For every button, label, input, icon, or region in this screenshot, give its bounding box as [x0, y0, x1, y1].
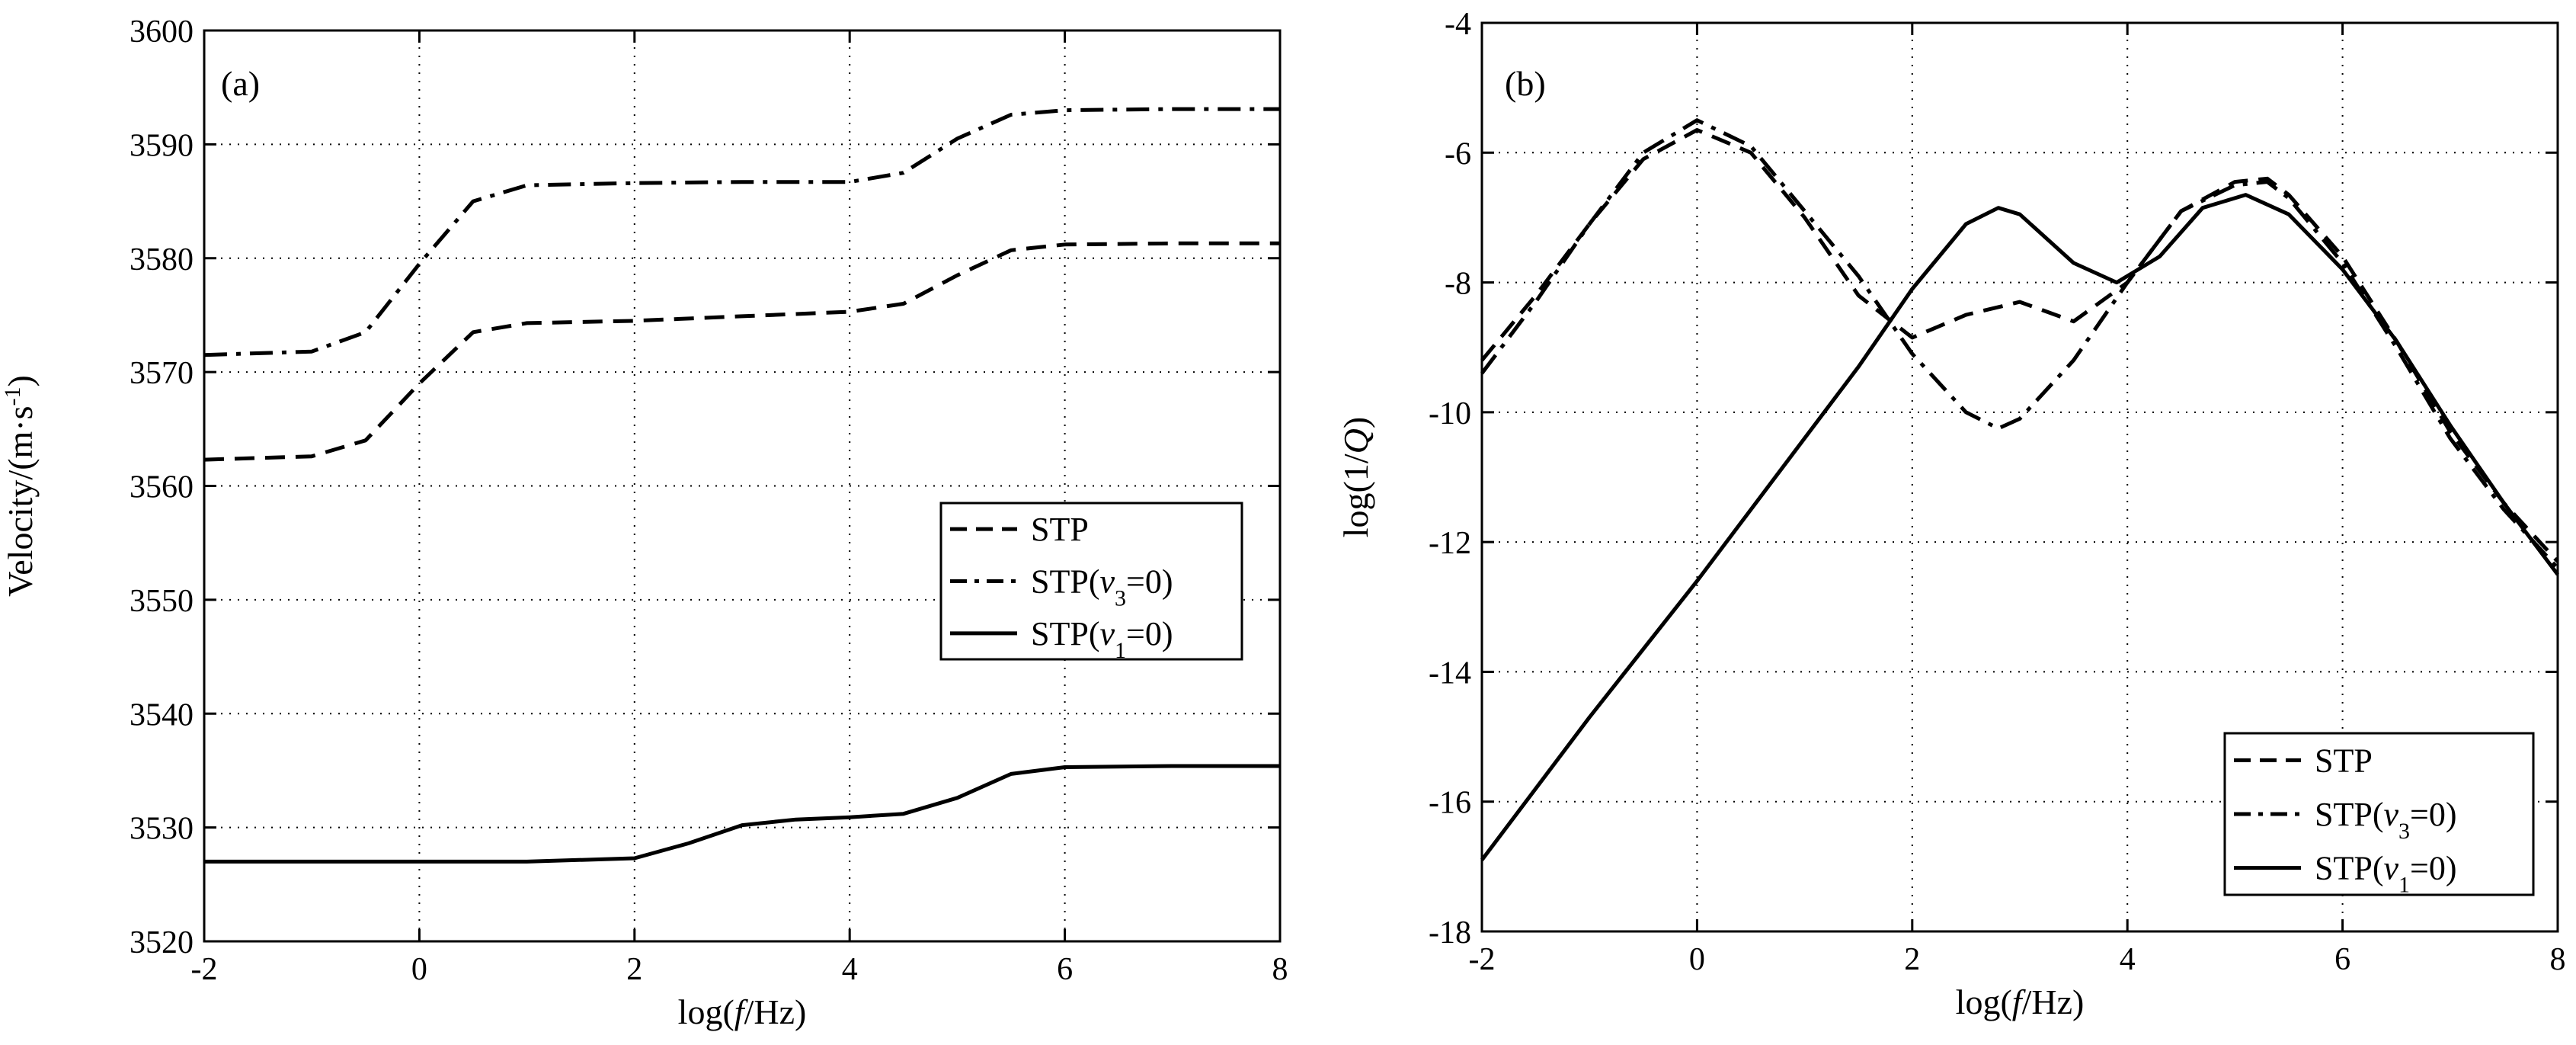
- legend-label: STP: [2315, 742, 2373, 779]
- legend-label: STP(v1=0): [1031, 615, 1173, 663]
- panel-label: (a): [221, 64, 260, 103]
- label-part: /Hz): [2022, 982, 2085, 1021]
- x-tick-label: 8: [2550, 942, 2566, 977]
- label-part: ): [1336, 417, 1375, 428]
- y-axis-label: log(1/Q): [1336, 417, 1375, 537]
- legend-label: STP: [1031, 511, 1089, 548]
- axes-frame: [1480, 21, 2559, 933]
- label-part: STP: [2315, 742, 2373, 779]
- label-part: STP(: [1031, 615, 1099, 652]
- y-tick-label: -6: [1445, 136, 1471, 171]
- label-part: log(1/: [1336, 454, 1375, 537]
- y-axis-label: Velocity/(m·s-1): [0, 375, 40, 597]
- label-part: Velocity/(m·s: [1, 405, 40, 596]
- label-part: ): [1, 375, 40, 386]
- label-part: 3: [1115, 585, 1126, 611]
- y-tick-label: -8: [1445, 267, 1471, 302]
- x-tick-label: 2: [1904, 942, 1920, 977]
- x-axis-label: log(f/Hz): [678, 992, 807, 1031]
- label-part: -1: [0, 386, 25, 405]
- x-tick-label: 2: [626, 952, 642, 987]
- series-line-dashed: [1480, 128, 2559, 563]
- y-tick-label: -14: [1429, 656, 1471, 691]
- legend-label: STP(v3=0): [2315, 796, 2456, 844]
- x-tick-label: 0: [411, 952, 427, 987]
- x-tick-label: 4: [2120, 942, 2136, 977]
- x-tick-label: -2: [1469, 942, 1496, 977]
- label-part: v: [2383, 850, 2398, 887]
- label-part: STP(: [2315, 850, 2383, 887]
- grid: [204, 30, 1280, 941]
- label-part: STP: [1031, 511, 1089, 548]
- y-tick-label: 3520: [130, 925, 194, 960]
- label-part: log(: [1956, 982, 2012, 1021]
- label-part: v: [1099, 563, 1115, 601]
- x-tick-label: 4: [842, 952, 858, 987]
- y-tick-label: -12: [1429, 526, 1471, 561]
- series-line-dashed: [203, 241, 1280, 462]
- label-part: 3: [2398, 819, 2410, 844]
- y-tick-label: 3580: [130, 242, 194, 277]
- label-part: Q: [1336, 428, 1375, 454]
- y-tick-label: -4: [1445, 7, 1471, 42]
- label-part: =0): [1126, 563, 1173, 601]
- y-tick-label: -18: [1429, 915, 1471, 950]
- x-tick-label: 6: [1057, 952, 1073, 987]
- y-tick-label: 3530: [130, 812, 194, 847]
- label-part: 1: [2398, 872, 2410, 897]
- x-tick-label: -2: [191, 952, 218, 987]
- y-tick-label: -16: [1429, 786, 1471, 821]
- label-part: =0): [1126, 615, 1173, 652]
- series-line-dashdot: [203, 107, 1280, 357]
- series-line-solid: [204, 764, 1280, 864]
- x-tick-label: 6: [2334, 942, 2350, 977]
- label-part: /Hz): [744, 992, 807, 1031]
- y-tick-label: 3540: [130, 697, 194, 732]
- series-line-solid: [1480, 193, 2559, 861]
- y-tick-label: -10: [1429, 396, 1471, 431]
- chart-panel-b: -2 0 2 4 6 8 -18 -16 -14 -12 -10 -8 -6 -4 (b) log(f/Hz)…: [1336, 7, 2566, 1021]
- panel-label: (b): [1505, 64, 1546, 103]
- y-tick-label: 3590: [130, 128, 194, 163]
- label-part: STP(: [1031, 563, 1099, 601]
- grid: [1482, 23, 2558, 931]
- label-part: =0): [2410, 850, 2456, 887]
- x-tick-label: 0: [1689, 942, 1705, 977]
- legend-label: STP(v1=0): [2315, 850, 2456, 898]
- y-tick-label: 3600: [130, 14, 194, 50]
- label-part: v: [2383, 796, 2398, 833]
- label-part: 1: [1115, 637, 1126, 662]
- label-part: =0): [2410, 796, 2456, 833]
- label-part: v: [1099, 615, 1115, 652]
- y-tick-label: 3550: [130, 584, 194, 619]
- y-tick-label: 3570: [130, 356, 194, 391]
- label-part: log(: [678, 992, 734, 1031]
- y-tick-label: 3560: [130, 470, 194, 505]
- x-axis-label: log(f/Hz): [1956, 982, 2085, 1021]
- label-part: STP(: [2315, 796, 2383, 833]
- chart-panel-a: -2 0 2 4 6 8 3520 3530 3540 3550 3560 3570 3580 3590 3…: [0, 14, 1288, 1031]
- x-tick-label: 8: [1272, 952, 1288, 987]
- legend-label: STP(v3=0): [1031, 563, 1173, 611]
